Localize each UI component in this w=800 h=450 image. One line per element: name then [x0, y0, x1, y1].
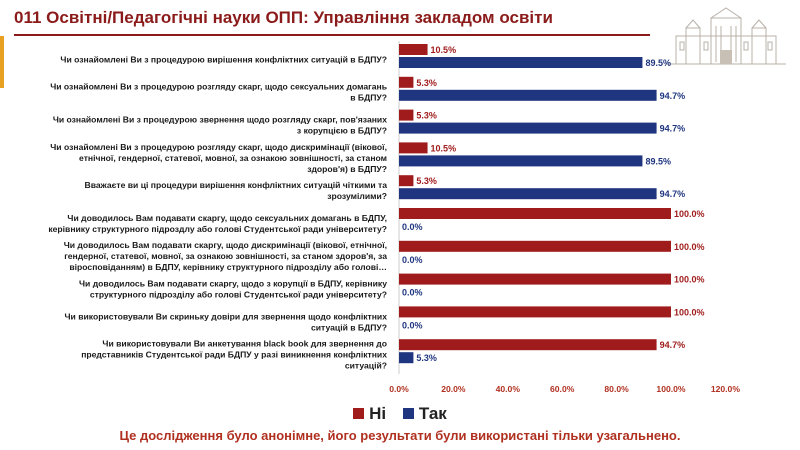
data-label-no: 100.0%: [674, 307, 705, 317]
bar-no: [399, 44, 428, 55]
category-label-line: Чи використовували Ви анкетування black …: [102, 339, 387, 349]
data-label-yes: 89.5%: [645, 58, 671, 68]
data-label-yes: 89.5%: [645, 156, 671, 166]
data-label-yes: 0.0%: [402, 320, 423, 330]
bar-no: [399, 109, 414, 121]
x-tick-label: 40.0%: [496, 384, 521, 394]
category-label-line: керівнику структурного підроздлу або гол…: [48, 224, 387, 234]
legend-swatch-no: [353, 408, 365, 419]
category-label-line: віросповіданням) в БДПУ, керівнику струк…: [69, 262, 387, 272]
page-title: 011 Освітні/Педагогічні науки ОПП: Управ…: [14, 8, 553, 27]
data-label-no: 10.5%: [431, 45, 457, 55]
category-label-line: здоров'я) в БДПУ?: [307, 164, 387, 174]
category-label-line: з корупцією в БДПУ?: [297, 126, 387, 136]
data-label-no: 100.0%: [674, 209, 705, 219]
category-label-line: Чи доводилось Вам подавати скаргу, щодо …: [64, 240, 387, 250]
category-label: Чи ознайомлені Ви з процедурою звернення…: [53, 115, 387, 136]
x-tick-label: 60.0%: [550, 384, 575, 394]
data-label-yes: 5.3%: [416, 353, 437, 363]
category-label-line: Чи ознайомлені Ви з процедурою вирішення…: [60, 54, 387, 64]
bar-no: [399, 339, 657, 351]
bar-chart: Чи ознайомлені Ви з процедурою вирішення…: [48, 41, 741, 394]
x-tick-label: 0.0%: [389, 384, 409, 394]
data-label-no: 5.3%: [416, 78, 437, 88]
bar-yes: [399, 155, 643, 167]
category-label-line: Чи доводилось Вам подавати скаргу, щодо …: [79, 279, 387, 289]
data-label-yes: 94.7%: [660, 91, 686, 101]
data-label-no: 94.7%: [660, 340, 686, 350]
bar-no: [399, 142, 428, 154]
category-label-line: етнічної, гендерної, статевої, мовної, з…: [79, 153, 387, 163]
x-tick-label: 120.0%: [711, 384, 741, 394]
bar-no: [399, 240, 671, 252]
category-label-line: зрозумілими?: [327, 191, 387, 201]
university-building-logo: [666, 7, 786, 65]
x-tick-label: 100.0%: [656, 384, 686, 394]
category-label: Чи використовували Ви анкетування black …: [81, 339, 387, 371]
x-tick-label: 80.0%: [604, 384, 629, 394]
category-label: Чи ознайомлені Ви з процедурою розгляду …: [50, 142, 387, 174]
bar-yes: [399, 57, 643, 68]
bar-yes: [399, 352, 414, 364]
category-label-line: Чи ознайомлені Ви з процедурою звернення…: [53, 115, 387, 125]
data-label-no: 100.0%: [674, 242, 705, 252]
title-underline: [14, 34, 650, 36]
category-label: Чи ознайомлені Ви з процедурою вирішення…: [60, 54, 387, 64]
bar-yes: [399, 122, 657, 134]
data-label-no: 100.0%: [674, 275, 705, 285]
data-label-yes: 94.7%: [660, 124, 686, 134]
data-label-no: 5.3%: [416, 111, 437, 121]
bar-no: [399, 273, 671, 285]
category-label: Вважаєте ви ці процедури вирішення конфл…: [85, 180, 388, 201]
legend-label-yes: Так: [418, 404, 447, 423]
category-label-line: ситуацій в БДПУ?: [311, 322, 387, 332]
category-label-line: структурного підрозділу або голові Студе…: [90, 290, 387, 300]
bar-yes: [399, 188, 657, 200]
legend-swatch-yes: [402, 408, 414, 419]
category-label: Чи доводилось Вам подавати скаргу, щодо …: [64, 240, 387, 272]
category-label-line: Чи доводилось Вам подавати скаргу, щодо …: [67, 213, 387, 223]
category-label-line: гендерної, статевої, мовної, за ознакою …: [64, 251, 387, 261]
category-label-line: Чи ознайомлені Ви з процедурою розгляду …: [50, 142, 387, 152]
legend-label-no: Ні: [369, 404, 387, 423]
chart-legend: Ні Так: [0, 404, 800, 424]
data-label-yes: 0.0%: [402, 255, 423, 265]
category-label: Чи доводилось Вам подавати скаргу, щодо …: [48, 213, 387, 234]
data-label-yes: 0.0%: [402, 288, 423, 298]
x-tick-label: 20.0%: [441, 384, 466, 394]
accent-bar: [0, 36, 4, 88]
category-label: Чи використовували Ви скриньку довіри дл…: [65, 311, 388, 332]
category-label-line: Вважаєте ви ці процедури вирішення конфл…: [85, 180, 388, 190]
bar-no: [399, 306, 671, 318]
category-label: Чи доводилось Вам подавати скаргу, щодо …: [79, 279, 387, 300]
bar-yes: [399, 89, 657, 101]
category-label-line: представників Студентської ради БДПУ у р…: [81, 350, 387, 360]
category-label-line: ситуацій?: [345, 361, 387, 371]
category-label-line: Чи ознайомлені Ви з процедурою розгляду …: [50, 82, 387, 92]
data-label-no: 10.5%: [431, 143, 457, 153]
bar-no: [399, 208, 671, 219]
data-label-yes: 94.7%: [660, 189, 686, 199]
legend-item-yes: Так: [402, 404, 447, 423]
bar-no: [399, 76, 414, 88]
category-label-line: Чи використовували Ви скриньку довіри дл…: [65, 311, 388, 321]
category-label-line: в БДПУ?: [350, 93, 387, 103]
legend-item-no: Ні: [353, 404, 386, 423]
footer-note: Це дослідження було анонімне, його резул…: [119, 428, 681, 443]
data-label-yes: 0.0%: [402, 222, 423, 232]
data-label-no: 5.3%: [416, 176, 437, 186]
category-label: Чи ознайомлені Ви з процедурою розгляду …: [50, 82, 387, 103]
bar-no: [399, 175, 414, 187]
